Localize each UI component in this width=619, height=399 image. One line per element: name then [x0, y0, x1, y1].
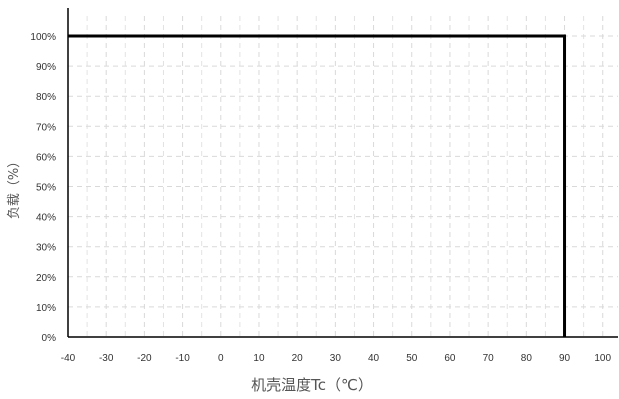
series-layer: [68, 34, 567, 337]
x-tick-label: 90: [559, 353, 571, 364]
y-tick-label: 40%: [36, 213, 56, 224]
y-tick-label: 90%: [36, 62, 56, 73]
y-tick-label: 20%: [36, 273, 56, 284]
x-tick-label: 0: [218, 353, 224, 364]
y-axis-title: 负载（%）: [7, 155, 22, 219]
x-tick-label: -30: [99, 353, 114, 364]
y-tick-label: 70%: [36, 122, 56, 133]
x-tick-label: 60: [444, 353, 456, 364]
x-axis-title: 机壳温度Tc（℃）: [251, 376, 373, 394]
x-tick-label: 40: [368, 353, 380, 364]
x-tick-label: 70: [483, 353, 495, 364]
y-tick-label: 80%: [36, 92, 56, 103]
grid-layer: [68, 16, 618, 337]
y-tick-label: 30%: [36, 243, 56, 254]
y-tick-label: 10%: [36, 303, 56, 314]
x-tick-label: 30: [330, 353, 342, 364]
tick-layer: 0% 10% 20% 30% 40% 50% 60% 70% 80% 90% 100% -40 -30 -…: [30, 32, 611, 364]
y-tick-label: 0%: [42, 333, 57, 344]
x-tick-label: -10: [175, 353, 190, 364]
x-tick-label: 50: [406, 353, 418, 364]
x-tick-label: -40: [61, 353, 76, 364]
axis-layer: [67, 8, 618, 338]
series-line-0: [68, 34, 567, 337]
x-tick-label: 10: [253, 353, 265, 364]
y-tick-label: 50%: [36, 183, 56, 194]
y-tick-label: 100%: [30, 32, 56, 43]
x-tick-label: 20: [292, 353, 304, 364]
y-tick-label: 60%: [36, 152, 56, 163]
x-tick-label: -20: [137, 353, 152, 364]
x-tick-label: 100: [594, 353, 611, 364]
x-tick-label: 80: [521, 353, 533, 364]
